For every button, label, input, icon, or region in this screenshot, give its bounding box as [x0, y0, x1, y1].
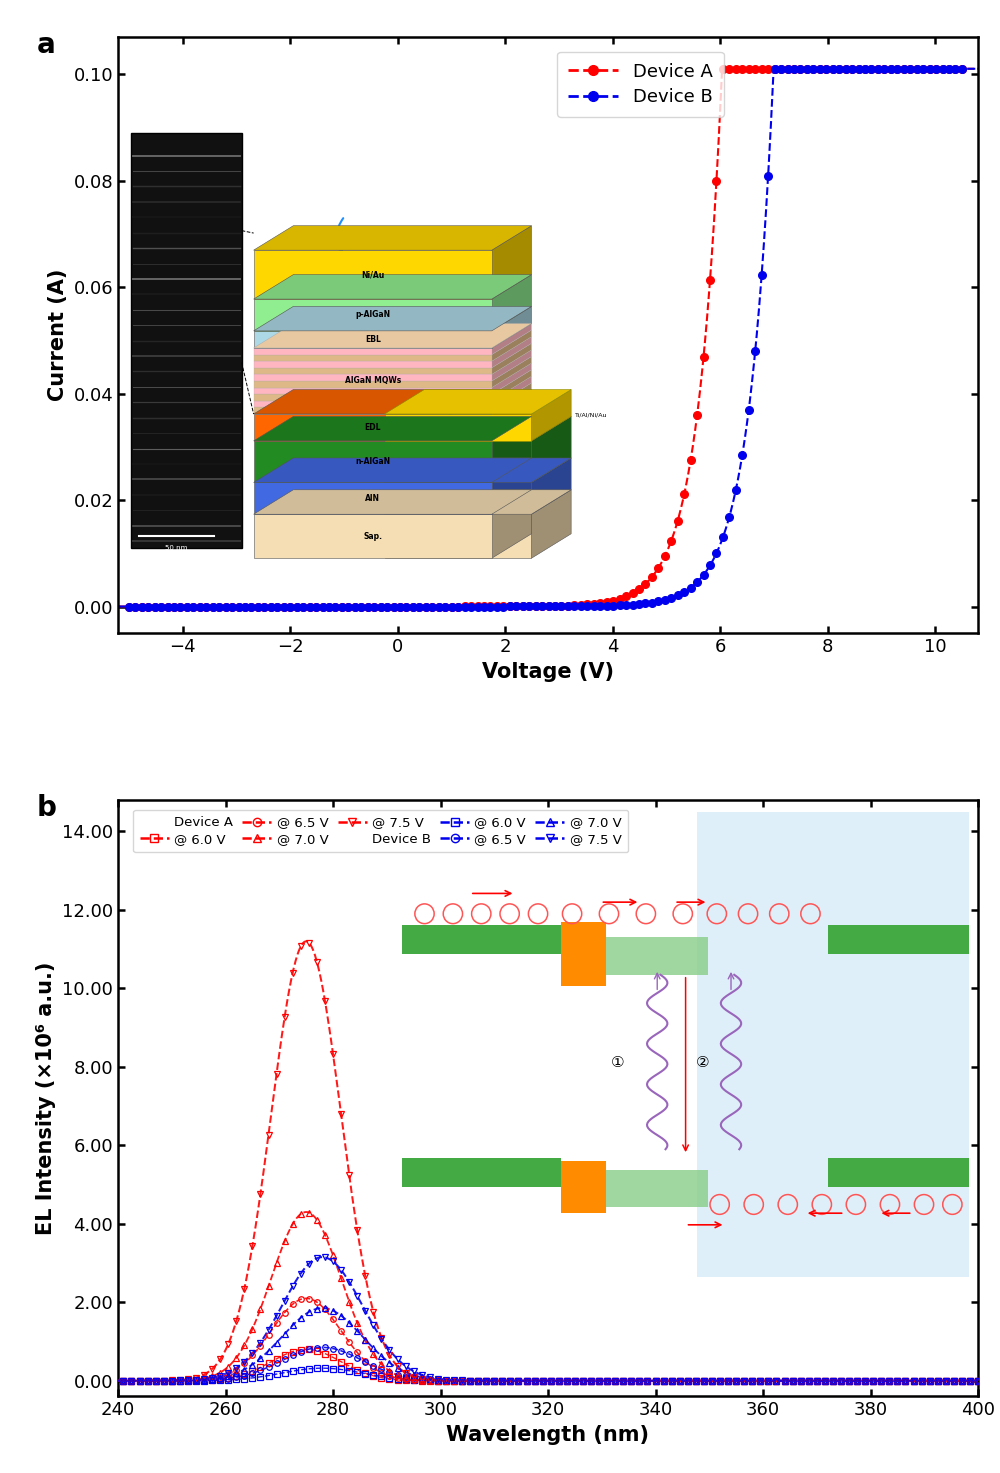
Text: a: a	[36, 31, 55, 59]
Legend: Device A, @ 6.0 V, @ 6.5 V, @ 7.0 V, @ 7.5 V, Device B, @ 6.0 V, @ 6.5 V, @ 7.0 : Device A, @ 6.0 V, @ 6.5 V, @ 7.0 V, @ 7…	[133, 810, 628, 853]
X-axis label: Wavelength (nm): Wavelength (nm)	[446, 1424, 650, 1445]
Text: b: b	[36, 794, 56, 822]
Y-axis label: EL Intensity (×10⁶ a.u.): EL Intensity (×10⁶ a.u.)	[36, 962, 56, 1234]
Legend: Device A, Device B: Device A, Device B	[557, 52, 724, 116]
X-axis label: Voltage (V): Voltage (V)	[482, 661, 614, 682]
Y-axis label: Current (A): Current (A)	[48, 268, 68, 401]
